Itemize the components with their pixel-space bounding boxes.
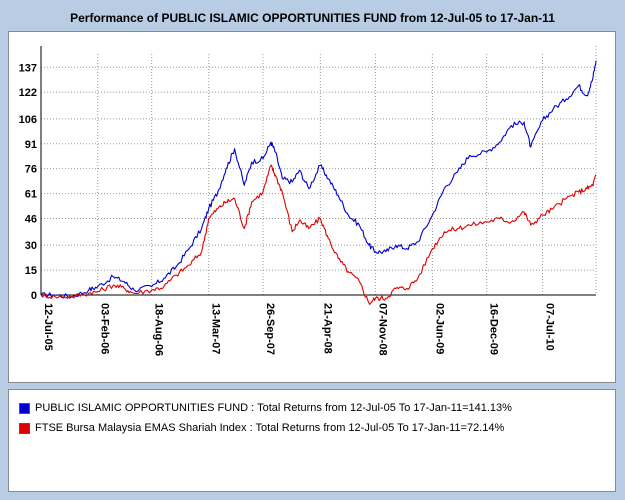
legend-text-index: FTSE Bursa Malaysia EMAS Shariah Index :… xyxy=(35,422,505,434)
x-tick-label: 02-Jun-09 xyxy=(433,303,445,354)
y-tick-label: 76 xyxy=(25,164,37,176)
legend-item-index: FTSE Bursa Malaysia EMAS Shariah Index :… xyxy=(19,421,504,435)
grid-layer xyxy=(40,46,597,296)
series-line xyxy=(40,60,597,299)
axis-layer xyxy=(40,46,596,296)
legend-item-fund: PUBLIC ISLAMIC OPPORTUNITIES FUND : Tota… xyxy=(19,401,512,415)
x-tick-label: 16-Dec-09 xyxy=(488,303,500,355)
y-tick-label: 46 xyxy=(25,214,37,226)
y-tick-label: 30 xyxy=(25,240,37,252)
y-tick-label: 91 xyxy=(25,139,37,151)
chart-svg: 0 15 30 46 61 76 91 106 122 137 12-Jul-05 03-Feb-06… xyxy=(19,46,597,356)
legend-swatch-index xyxy=(19,422,30,434)
x-tick-label: 07-Jul-10 xyxy=(544,303,556,351)
y-tick-label: 106 xyxy=(19,114,37,126)
x-tick-label: 12-Jul-05 xyxy=(42,303,54,351)
label-layer: 0 15 30 46 61 76 91 106 122 137 12-Jul-05 03-Feb-06… xyxy=(19,62,556,356)
chart-title: Performance of PUBLIC ISLAMIC OPPORTUNIT… xyxy=(70,11,555,25)
y-tick-label: 122 xyxy=(19,87,37,99)
y-tick-label: 61 xyxy=(25,189,37,201)
x-tick-label: 26-Sep-07 xyxy=(264,303,276,355)
x-tick-label: 21-Apr-08 xyxy=(321,303,333,354)
x-tick-label: 18-Aug-06 xyxy=(153,303,165,356)
y-tick-label: 137 xyxy=(19,62,37,74)
x-tick-label: 03-Feb-06 xyxy=(99,303,111,354)
y-tick-label: 15 xyxy=(25,265,37,277)
x-tick-label: 07-Nov-08 xyxy=(376,303,388,356)
series-line xyxy=(40,164,597,305)
y-tick-label: 0 xyxy=(31,290,37,302)
legend-swatch-fund xyxy=(19,402,30,414)
series-layer xyxy=(40,60,597,305)
x-tick-label: 13-Mar-07 xyxy=(210,303,222,354)
plot-panel: 0 15 30 46 61 76 91 106 122 137 12-Jul-05 03-Feb-06… xyxy=(8,31,616,383)
legend-panel: PUBLIC ISLAMIC OPPORTUNITIES FUND : Tota… xyxy=(8,389,616,492)
legend-text-fund: PUBLIC ISLAMIC OPPORTUNITIES FUND : Tota… xyxy=(35,402,512,414)
